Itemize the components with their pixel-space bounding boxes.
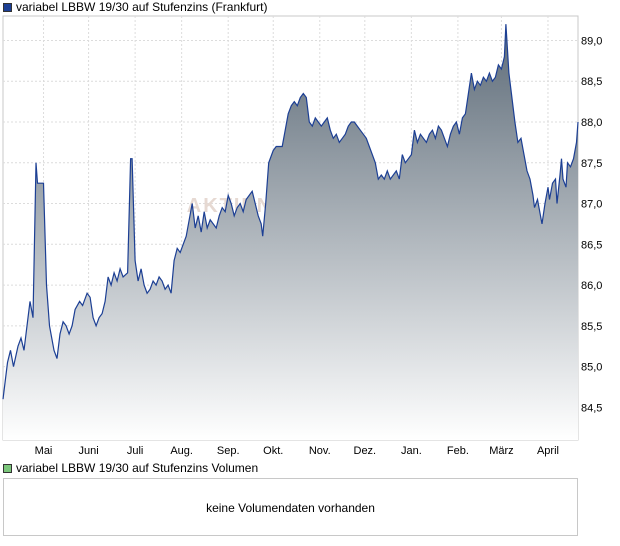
x-axis: Mai Juni Juli Aug. Sep. Okt. Nov. Dez. Jan. Feb. M… — [35, 445, 559, 457]
price-chart: AKTIEN 84,585,085,586,086,587,087,588,08… — [2, 15, 602, 457]
x-tick-label: Nov. — [309, 445, 331, 457]
y-tick-label: 88,5 — [581, 76, 602, 88]
volume-legend: variabel LBBW 19/30 auf Stufenzins Volum… — [3, 461, 258, 475]
volume-legend-label: variabel LBBW 19/30 auf Stufenzins Volum… — [16, 461, 259, 475]
y-axis: 84,5 85,0 85,5 86,0 86,5 87,0 87,5 88,0 88,5 89,0 — [581, 35, 602, 414]
x-tick-label: April — [537, 445, 559, 457]
volume-panel: keine Volumendaten vorhanden — [3, 478, 578, 536]
x-tick-label: März — [489, 445, 513, 457]
y-tick-label: 84,5 — [581, 402, 602, 414]
price-legend-label: variabel LBBW 19/30 auf Stufenzins (Fran… — [16, 0, 268, 14]
x-tick-label: Feb. — [447, 445, 469, 457]
y-tick-label: 85,0 — [581, 362, 602, 374]
x-tick-label: Sep. — [217, 445, 240, 457]
y-tick-label: 87,0 — [581, 199, 602, 211]
price-area — [3, 24, 578, 440]
x-tick-label: Aug. — [170, 445, 193, 457]
volume-empty-message: keine Volumendaten vorhanden — [206, 501, 375, 515]
price-legend-swatch — [3, 2, 12, 12]
x-tick-label: Okt. — [263, 445, 283, 457]
x-tick-label: Jan. — [401, 445, 422, 457]
x-tick-label: Dez. — [354, 445, 377, 457]
volume-legend-swatch — [3, 463, 12, 473]
x-tick-label: Juli — [127, 445, 144, 457]
x-tick-label: Juni — [78, 445, 98, 457]
y-tick-label: 87,5 — [581, 158, 602, 170]
x-tick-label: Mai — [35, 445, 53, 457]
y-tick-label: 86,5 — [581, 239, 602, 251]
price-legend: variabel LBBW 19/30 auf Stufenzins (Fran… — [3, 0, 267, 14]
y-tick-label: 85,5 — [581, 321, 602, 333]
y-tick-label: 89,0 — [581, 35, 602, 47]
y-tick-label: 88,0 — [581, 117, 602, 129]
y-tick-label: 86,0 — [581, 280, 602, 292]
price-line — [2, 24, 579, 400]
